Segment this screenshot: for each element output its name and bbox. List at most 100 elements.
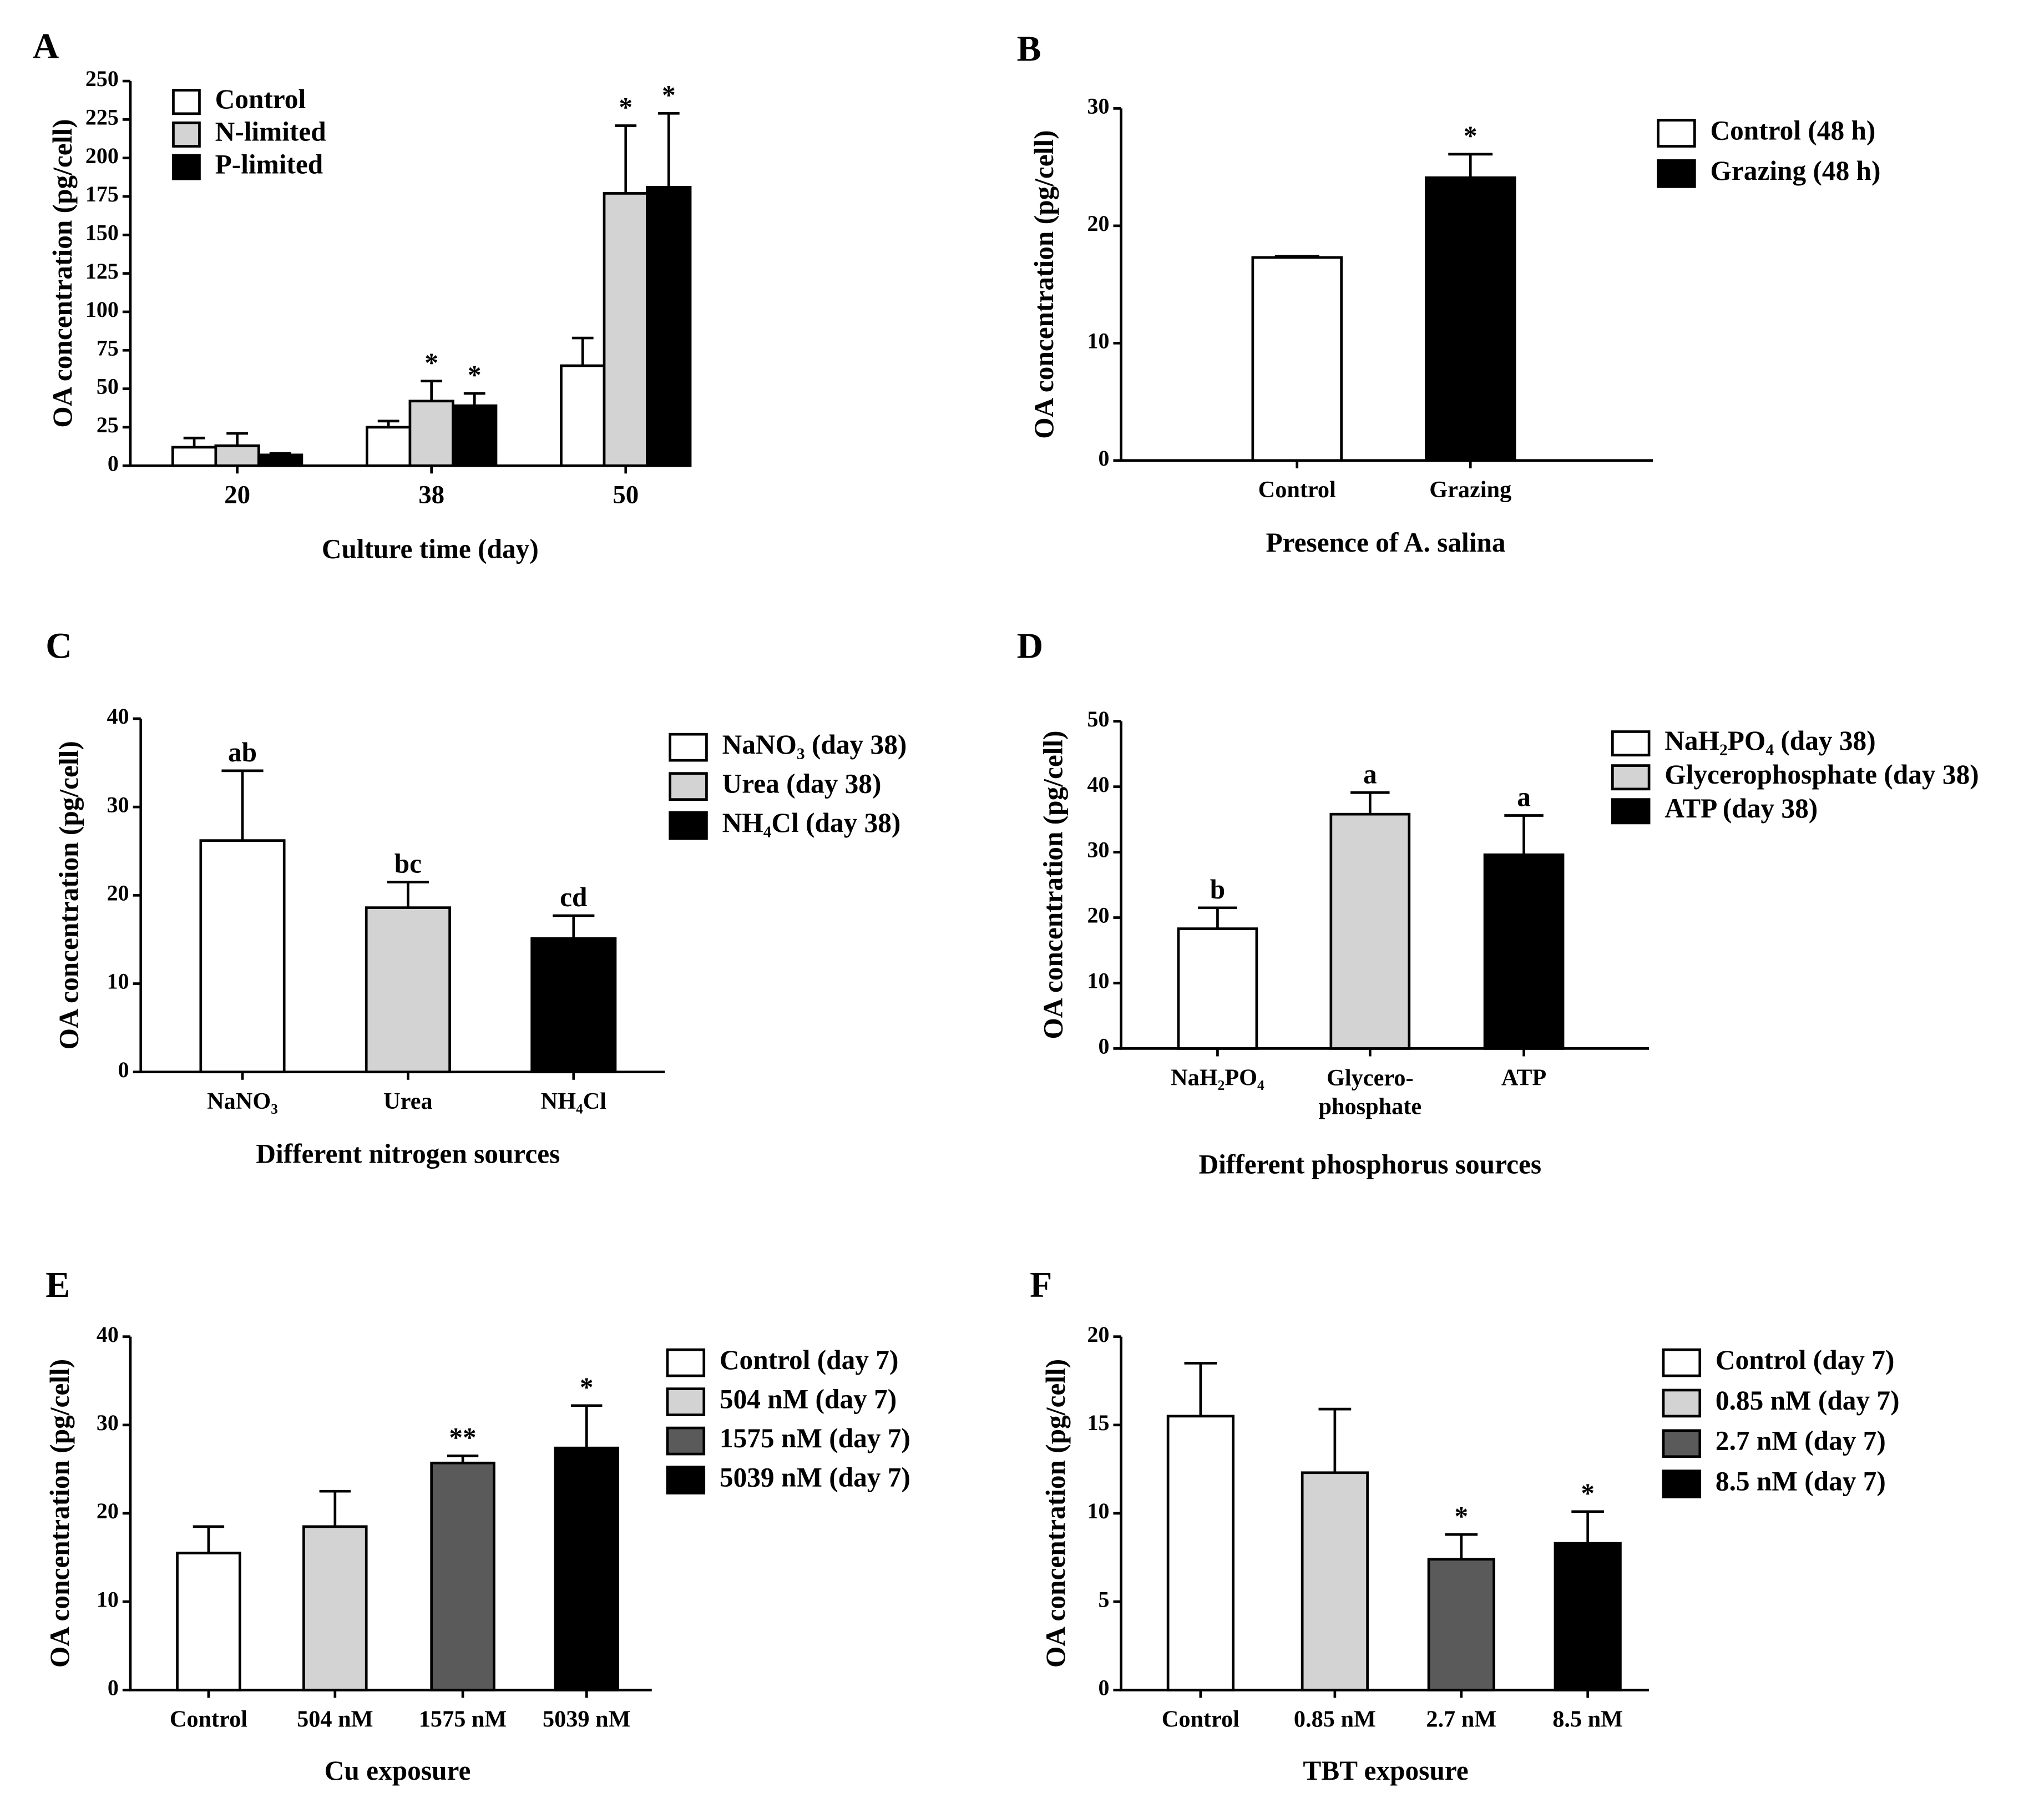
bar (1166, 1415, 1235, 1691)
legend-swatch (666, 1387, 706, 1416)
y-tick-label: 225 (85, 105, 119, 130)
x-tick-label: NaH₂PO₄ (1171, 1064, 1264, 1090)
y-tick-label: 0 (1098, 1034, 1109, 1059)
x-tick-label: NaNO₃ (207, 1088, 278, 1114)
y-tick-label: 30 (1087, 94, 1109, 119)
legend-swatch (1657, 119, 1696, 148)
legend-swatch (666, 1348, 706, 1377)
y-tick-label: 175 (85, 181, 119, 206)
bar (302, 1525, 368, 1691)
bar (1251, 256, 1343, 462)
bar (603, 192, 649, 467)
legend-label: Control (48 h) (1711, 115, 1876, 145)
y-tick-label: 0 (108, 1675, 119, 1700)
legend-swatch (669, 811, 708, 840)
legend-label: Urea (day 38) (722, 768, 882, 799)
annotation: ** (449, 1422, 476, 1453)
y-tick-label: 10 (107, 969, 129, 994)
legend-label: Control (215, 84, 306, 114)
bar (560, 364, 606, 467)
panel-label: A (33, 26, 59, 67)
panel-label: F (1030, 1265, 1052, 1305)
panel-label: B (1017, 28, 1041, 69)
y-tick-label: 5 (1098, 1587, 1109, 1612)
x-tick-label: 8.5 nM (1552, 1706, 1623, 1732)
x-tick-label: ATP (1501, 1064, 1546, 1090)
legend-swatch (666, 1426, 706, 1456)
y-axis-label: OA concentration (pg/cell) (1038, 730, 1068, 1039)
bar (171, 446, 217, 467)
y-tick-label: 40 (1087, 772, 1109, 797)
x-tick-label: 38 (418, 480, 444, 509)
legend-swatch (1662, 1388, 1702, 1418)
y-tick-label: 20 (1087, 1322, 1109, 1347)
legend-label: N-limited (215, 117, 326, 147)
bar (214, 444, 260, 467)
y-axis-label: OA concentration (pg/cell) (44, 1359, 75, 1668)
bar (365, 906, 451, 1074)
y-tick-label: 200 (85, 143, 119, 168)
bar (1427, 1558, 1495, 1691)
legend-swatch (669, 772, 708, 801)
y-tick-label: 75 (97, 335, 119, 360)
y-tick-label: 250 (85, 66, 119, 91)
annotation: * (468, 360, 482, 390)
bar (257, 453, 303, 467)
legend-label: NH₄Cl (day 38) (722, 807, 901, 838)
y-tick-label: 50 (1087, 706, 1109, 731)
x-axis-label: Cu exposure (325, 1755, 471, 1786)
y-tick-label: 150 (85, 220, 119, 245)
bar (452, 404, 498, 467)
y-tick-label: 40 (107, 704, 129, 729)
bar (199, 839, 286, 1074)
legend-swatch (1611, 730, 1651, 757)
legend-label: P-limited (215, 149, 323, 179)
x-tick-label: 20 (224, 480, 250, 509)
legend-swatch (1662, 1348, 1702, 1377)
legend-label: NaNO₃ (day 38) (722, 729, 907, 760)
x-axis-label: Different nitrogen sources (256, 1139, 560, 1169)
y-axis-label: OA concentration (pg/cell) (1040, 1359, 1071, 1668)
x-axis-label: Presence of A. salina (1266, 527, 1505, 558)
bar (530, 937, 617, 1074)
bar (1424, 176, 1516, 462)
y-tick-label: 30 (97, 1410, 119, 1435)
y-tick-label: 25 (97, 412, 119, 437)
y-tick-label: 0 (1098, 446, 1109, 471)
bar (176, 1552, 241, 1691)
annotation: a (1363, 759, 1377, 789)
bar (1329, 812, 1411, 1050)
y-tick-label: 40 (97, 1322, 119, 1347)
y-tick-label: 20 (107, 881, 129, 906)
legend-swatch (172, 154, 201, 180)
panel-label: D (1017, 626, 1044, 666)
axis (1120, 108, 1653, 462)
legend-label: Glycerophosphate (day 38) (1664, 759, 1979, 790)
annotation: * (662, 79, 676, 110)
annotation: b (1210, 874, 1225, 905)
bar (1177, 927, 1258, 1050)
annotation: * (1464, 120, 1478, 151)
annotation: * (1454, 1501, 1468, 1531)
y-axis-label: OA concentration (pg/cell) (54, 741, 84, 1049)
annotation: bc (394, 849, 422, 879)
bar (1301, 1471, 1369, 1691)
x-axis-label: TBT exposure (1303, 1755, 1468, 1786)
annotation: * (580, 1372, 594, 1402)
bar (430, 1461, 495, 1691)
y-tick-label: 0 (1098, 1675, 1109, 1700)
annotation: ab (228, 737, 257, 767)
x-tick-label: 2.7 nM (1426, 1706, 1496, 1732)
panel-label: E (45, 1265, 70, 1305)
x-tick-label: Urea (383, 1088, 432, 1114)
x-tick-label: 5039 nM (543, 1706, 631, 1732)
x-tick-label: 504 nM (297, 1706, 373, 1732)
legend-swatch (1657, 159, 1696, 188)
x-tick-label: 1575 nM (419, 1706, 507, 1732)
legend-swatch (1662, 1469, 1702, 1498)
bar (646, 186, 692, 467)
bar (554, 1446, 620, 1691)
annotation: cd (560, 882, 587, 912)
y-tick-label: 30 (1087, 837, 1109, 862)
